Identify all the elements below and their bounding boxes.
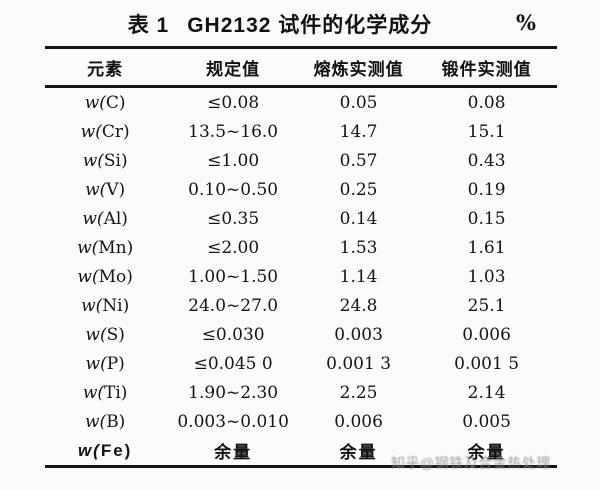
- table-row: w(S) ≤0.030 0.003 0.006: [45, 320, 557, 349]
- table-row: w(V) 0.10~0.50 0.25 0.19: [45, 175, 557, 204]
- element-cell: w(Al): [82, 208, 128, 229]
- melt-value-cell: 0.006: [334, 411, 383, 432]
- column-header-element: 元素: [87, 59, 124, 79]
- element-cell: w(Mn): [77, 237, 134, 258]
- melt-value-cell: 24.8: [339, 295, 378, 316]
- melt-value-cell: 0.14: [339, 208, 378, 229]
- element-cell: w(Ti): [82, 382, 128, 403]
- forging-value-cell: 0.43: [467, 150, 506, 171]
- element-cell: w(Fe): [77, 440, 133, 460]
- column-header-specified-value: 规定值: [206, 59, 261, 79]
- table-row: w(Fe) 余量 余量 余量: [45, 436, 557, 467]
- column-header-forging-measured: 锻件实测值: [441, 59, 532, 79]
- forging-value-cell: 0.005: [462, 411, 511, 432]
- table-row: w(Al) ≤0.35 0.14 0.15: [45, 204, 557, 233]
- melt-value-cell: 0.57: [339, 150, 378, 171]
- zhihu-watermark: 知乎@钢铁及合金热处理: [391, 455, 551, 471]
- header-row: 元素 规定值 熔炼实测值 锻件实测值: [45, 48, 557, 87]
- melt-value-cell: 0.001 3: [326, 353, 392, 374]
- table-title: 表 1 GH2132 试件的化学成分: [0, 8, 560, 40]
- spec-value-cell: ≤0.030: [201, 324, 265, 345]
- melt-value-cell: 2.25: [339, 382, 378, 403]
- forging-value-cell: 0.006: [462, 324, 511, 345]
- forging-value-cell: 1.03: [467, 266, 506, 287]
- element-cell: w(Cr): [80, 121, 130, 142]
- forging-value-cell: 15.1: [467, 121, 506, 142]
- forging-value-cell: 2.14: [467, 382, 506, 403]
- forging-value-cell: 1.61: [467, 237, 506, 258]
- melt-value-cell: 1.14: [339, 266, 378, 287]
- melt-value-cell: 余量: [339, 443, 378, 462]
- spec-value-cell: ≤0.08: [207, 92, 260, 113]
- melt-value-cell: 0.05: [339, 92, 378, 113]
- element-cell: w(B): [85, 411, 126, 432]
- spec-value-cell: 1.00~1.50: [188, 266, 279, 287]
- spec-value-cell: ≤0.35: [207, 208, 260, 229]
- forging-value-cell: 0.001 5: [454, 353, 520, 374]
- melt-value-cell: 0.25: [339, 179, 378, 200]
- table-row: w(Mo) 1.00~1.50 1.14 1.03: [45, 262, 557, 291]
- element-cell: w(S): [85, 324, 125, 345]
- spec-value-cell: ≤1.00: [207, 150, 260, 171]
- melt-value-cell: 0.003: [334, 324, 383, 345]
- spec-value-cell: ≤2.00: [207, 237, 260, 258]
- spec-value-cell: 余量: [214, 443, 253, 462]
- element-cell: w(Ni): [81, 295, 130, 316]
- spec-value-cell: 24.0~27.0: [188, 295, 279, 316]
- forging-value-cell: 0.19: [467, 179, 506, 200]
- spec-value-cell: 13.5~16.0: [188, 121, 279, 142]
- table-row: w(Cr) 13.5~16.0 14.7 15.1: [45, 117, 557, 146]
- element-cell: w(V): [85, 179, 126, 200]
- table-row: w(Ni) 24.0~27.0 24.8 25.1: [45, 291, 557, 320]
- spec-value-cell: 0.10~0.50: [188, 179, 279, 200]
- element-cell: w(C): [84, 92, 126, 113]
- table-row: w(Si) ≤1.00 0.57 0.43: [45, 146, 557, 175]
- table-row: w(C) ≤0.08 0.05 0.08: [45, 87, 557, 118]
- table-number-label: 表 1: [127, 14, 170, 37]
- melt-value-cell: 1.53: [339, 237, 378, 258]
- melt-value-cell: 14.7: [339, 121, 378, 142]
- table-row: w(Mn) ≤2.00 1.53 1.61: [45, 233, 557, 262]
- table-title-text: GH2132 试件的化学成分: [187, 14, 433, 37]
- forging-value-cell: 0.08: [467, 92, 506, 113]
- spec-value-cell: ≤0.045 0: [193, 353, 273, 374]
- element-cell: w(Mo): [77, 266, 133, 287]
- spec-value-cell: 1.90~2.30: [188, 382, 279, 403]
- forging-value-cell: 0.15: [467, 208, 506, 229]
- spec-value-cell: 0.003~0.010: [177, 411, 289, 432]
- chemical-composition-table: 元素 规定值 熔炼实测值 锻件实测值 w(C) ≤0.08 0.05 0.08 …: [45, 46, 557, 468]
- unit-percent-label: %: [516, 10, 536, 35]
- table-row: w(P) ≤0.045 0 0.001 3 0.001 5: [45, 349, 557, 378]
- forging-value-cell: 余量: [467, 443, 506, 462]
- column-header-melt-measured: 熔炼实测值: [313, 59, 404, 79]
- forging-value-cell: 25.1: [467, 295, 506, 316]
- element-cell: w(Si): [82, 150, 128, 171]
- element-cell: w(P): [85, 353, 125, 374]
- table-row: w(Ti) 1.90~2.30 2.25 2.14: [45, 378, 557, 407]
- table-row: w(B) 0.003~0.010 0.006 0.005: [45, 407, 557, 436]
